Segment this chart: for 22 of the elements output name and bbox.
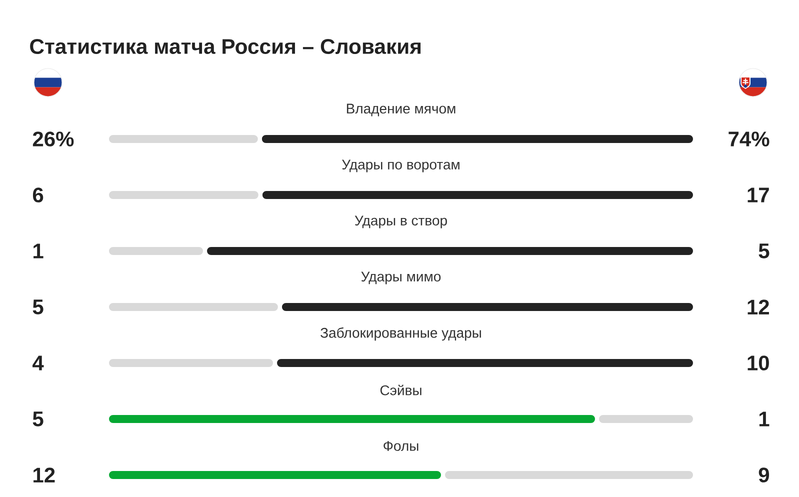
data-label: 12 (34, 468, 55, 482)
data-label: 1 (759, 412, 770, 426)
chart-title: Статистика матча Россия – Словакия (30, 38, 421, 54)
data-label: 17 (748, 188, 769, 202)
data-label: 5 (758, 244, 770, 258)
data-label: 1 (34, 244, 44, 258)
data-label: 6 (32, 188, 44, 202)
y-tick-label: Заблокированные удары (320, 327, 481, 341)
y-tick-label: Удары мимо (361, 272, 441, 284)
y-tick-label: Удары в створ (354, 216, 447, 228)
data-label: 74% (728, 132, 770, 146)
data-label: 12 (748, 300, 769, 314)
data-label: 5 (32, 300, 44, 314)
data-label: 5 (32, 412, 44, 426)
y-tick-label: Удары по воротам (342, 160, 460, 172)
y-tick-label: Сэйвы (380, 384, 422, 396)
data-label: 9 (758, 468, 770, 482)
data-label: 10 (748, 356, 769, 370)
data-label: 26% (32, 132, 74, 146)
y-tick-label: Владение мячом (346, 104, 456, 116)
data-label: 4 (32, 356, 44, 370)
y-tick-label: Фолы (384, 441, 418, 451)
